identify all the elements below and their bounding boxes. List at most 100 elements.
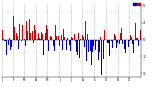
Bar [26,21,27,40]
Bar [29,19,30,40]
Bar [101,40,102,75]
Bar [112,40,113,48]
Bar [95,40,96,50]
Bar [41,32,42,40]
Bar [70,40,71,51]
Bar [30,33,31,40]
Bar [19,24,20,40]
Bar [46,25,47,40]
Bar [119,40,120,44]
Bar [44,11,45,40]
Bar [12,38,13,40]
Bar [122,40,123,44]
Bar [53,40,54,46]
Bar [22,25,23,40]
Bar [17,36,18,40]
Bar [40,39,41,40]
Bar [63,29,64,40]
Bar [36,40,37,42]
Bar [33,40,34,43]
Bar [104,30,105,40]
Bar [43,40,44,55]
Bar [25,40,26,46]
Bar [13,16,14,40]
Bar [39,38,40,40]
Bar [61,35,62,40]
Bar [1,32,2,40]
Bar [132,40,133,44]
Bar [96,40,97,41]
Bar [75,40,76,41]
Bar [11,40,12,47]
Bar [6,40,7,55]
Legend: , : , [133,3,141,5]
Bar [60,40,61,47]
Bar [65,40,66,43]
Bar [10,40,11,50]
Bar [133,40,134,53]
Bar [125,40,126,53]
Bar [28,19,29,40]
Bar [87,34,88,40]
Bar [71,37,72,40]
Bar [67,38,68,40]
Bar [90,40,91,51]
Bar [38,33,39,40]
Bar [77,40,78,55]
Bar [52,40,53,47]
Bar [34,25,35,40]
Bar [140,30,141,40]
Bar [62,40,63,50]
Bar [42,34,43,40]
Bar [32,31,33,40]
Bar [135,23,136,40]
Bar [24,39,25,40]
Bar [137,38,138,40]
Bar [64,37,65,40]
Bar [74,34,75,40]
Bar [128,40,129,47]
Bar [136,38,137,40]
Bar [120,33,121,40]
Bar [37,39,38,40]
Bar [72,38,73,40]
Bar [31,33,32,40]
Bar [48,40,49,51]
Bar [50,36,51,40]
Bar [45,33,46,40]
Bar [18,40,19,49]
Bar [88,40,89,52]
Bar [2,30,3,40]
Bar [7,40,8,42]
Bar [23,37,24,40]
Bar [114,34,115,40]
Bar [14,27,15,40]
Bar [98,40,99,60]
Bar [27,31,28,40]
Bar [93,40,94,46]
Bar [79,40,80,58]
Bar [4,40,5,41]
Bar [103,40,104,59]
Bar [57,40,58,52]
Bar [80,39,81,40]
Bar [109,40,110,56]
Bar [56,36,57,40]
Bar [16,33,17,40]
Bar [15,33,16,40]
Bar [130,35,131,40]
Bar [20,31,21,40]
Bar [51,37,52,40]
Bar [9,38,10,40]
Bar [3,39,4,40]
Bar [54,40,55,51]
Bar [58,36,59,40]
Bar [5,40,6,41]
Bar [21,40,22,41]
Bar [49,40,50,47]
Bar [85,21,86,40]
Bar [82,35,83,40]
Bar [47,29,48,40]
Bar [111,40,112,41]
Bar [59,40,60,46]
